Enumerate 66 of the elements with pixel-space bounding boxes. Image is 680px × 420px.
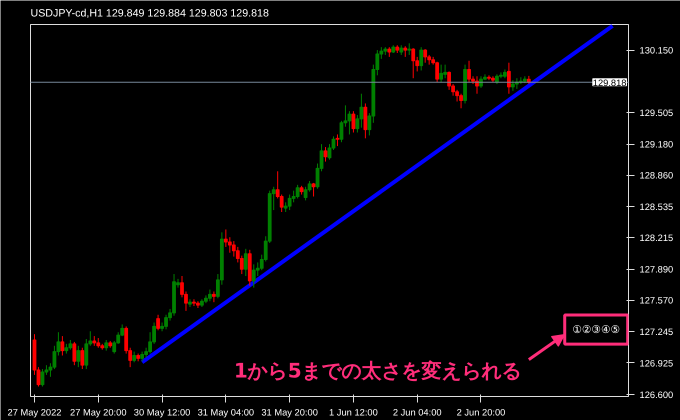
candlestick [244, 248, 248, 276]
annotation: ①②③④⑤ [572, 323, 620, 336]
x-tick-label: 2 Jun 04:00 [392, 408, 442, 418]
candlestick [312, 182, 316, 197]
candlestick [459, 93, 463, 109]
x-tick-label: 1 Jun 12:00 [329, 408, 378, 418]
candlestick [156, 314, 160, 331]
candlestick [224, 228, 228, 248]
candlestick [443, 64, 448, 79]
candlestick [387, 46, 392, 58]
candlestick [96, 338, 100, 348]
annotation: 1から5までの太さを変えられる [234, 358, 522, 382]
y-tick-label: 127.245 [640, 327, 674, 338]
candlestick [60, 336, 64, 356]
candlestick [104, 339, 108, 352]
candlestick [495, 74, 499, 85]
candlestick [399, 44, 404, 56]
candlestick [510, 80, 515, 92]
candlestick [92, 336, 96, 346]
candlestick [435, 61, 440, 83]
candlestick [232, 240, 236, 258]
candlestick [423, 48, 428, 64]
ref-line-label: 129.818 [592, 78, 627, 88]
candlestick [352, 110, 356, 134]
x-tick-label: 31 May 20:00 [261, 408, 318, 418]
chart-title: USDJPY-cd,H1 129.849 129.884 129.803 129.818 [30, 8, 269, 20]
candlestick [140, 351, 144, 362]
candlestick [288, 194, 292, 211]
x-tick-label: 27 May 20:00 [70, 408, 127, 418]
candlestick [507, 62, 511, 94]
candlestick [208, 289, 212, 302]
y-tick-label: 127.570 [640, 296, 674, 306]
x-tick-label: 27 May 2022 [8, 408, 62, 418]
candlestick [40, 368, 44, 388]
y-tick-label: 128.215 [640, 233, 674, 244]
candlestick [72, 341, 76, 366]
x-tick-label: 31 May 04:00 [198, 408, 254, 418]
x-tick-label: 2 Jun 20:00 [456, 408, 506, 418]
y-tick-label: 128.860 [640, 170, 674, 181]
candlestick [296, 184, 300, 199]
y-tick-label: 126.925 [640, 358, 674, 368]
y-tick-label: 128.535 [640, 202, 674, 212]
candlestick [407, 42, 412, 56]
candlestick [80, 347, 84, 370]
candlestick [76, 345, 80, 368]
candlestick [403, 46, 408, 58]
candlestick [419, 46, 424, 71]
y-tick-label: 129.180 [640, 140, 674, 150]
y-tick-label: 127.890 [640, 264, 674, 275]
candlestick [467, 60, 471, 83]
candlestick [411, 48, 416, 79]
candlestick [68, 339, 72, 350]
candlestick [336, 134, 340, 147]
y-tick-label: 129.505 [640, 108, 674, 118]
candlestick [252, 264, 256, 288]
y-tick-label: 126.600 [640, 390, 674, 400]
candlestick [212, 291, 216, 303]
candlestick [132, 351, 136, 363]
candlestick [84, 338, 88, 370]
x-tick-label: 30 May 12:00 [134, 408, 190, 418]
y-tick-label: 130.150 [640, 46, 674, 56]
candlestick [360, 93, 364, 128]
candlestick [324, 146, 328, 162]
candlestick [363, 102, 368, 139]
candlestick [439, 64, 444, 83]
candlestick [64, 343, 68, 354]
